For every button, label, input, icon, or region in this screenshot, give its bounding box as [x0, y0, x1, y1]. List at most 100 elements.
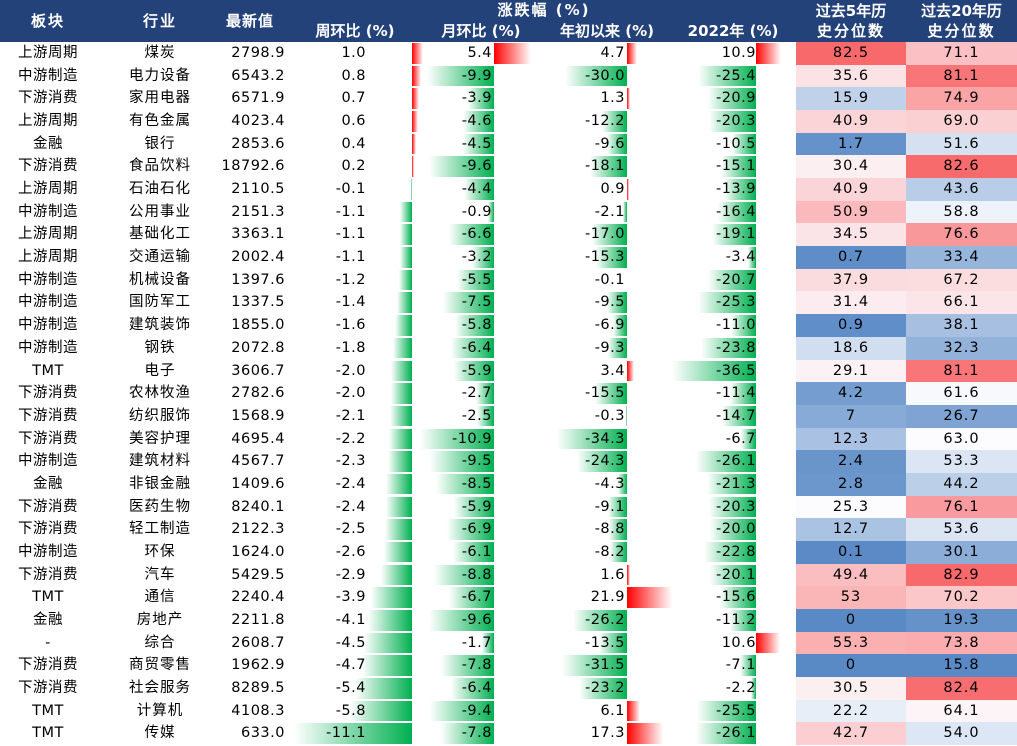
- table-row: 金融 非银金融 1409.6 -2.4 -8.5 -4.3 -21.3 2.8 44.2: [0, 472, 1017, 496]
- sector-cell: 上游周期: [18, 113, 78, 130]
- header-pct20-line2: 史分位数: [927, 22, 996, 40]
- monthly-change-value: -6.4: [461, 339, 492, 356]
- pct5-percentile-cell: 7: [796, 404, 906, 428]
- pct5-percentile-cell: 30.4: [796, 155, 906, 179]
- weekly-change-bar: [412, 133, 417, 155]
- latest-value-cell: 1962.9: [231, 657, 285, 674]
- ytd-change-bar: [608, 496, 627, 518]
- y2022-change-value: -11.0: [715, 317, 756, 334]
- ytd-change-value: 0.9: [600, 181, 625, 198]
- weekly-change-bar: [410, 179, 412, 200]
- pct5-percentile-cell: 0: [796, 609, 906, 632]
- y2022-change-value: -20.1: [715, 566, 756, 583]
- table-row: 下游消费 农林牧渔 2782.6 -2.0 -2.7 -15.5 -11.4 4.2 61.6: [0, 382, 1017, 405]
- weekly-change-bar: [392, 337, 412, 359]
- y2022-change-value: -25.4: [715, 67, 756, 84]
- monthly-change-value: -9.4: [461, 702, 492, 719]
- y2022-change-bar: [709, 111, 756, 132]
- pct20-percentile-cell: 44.2: [906, 472, 1017, 496]
- ytd-change-value: -18.1: [584, 158, 625, 175]
- ytd-change-value: 6.1: [600, 702, 625, 719]
- pct20-percentile-cell: 33.4: [906, 246, 1017, 269]
- sector-cell: 中游制造: [18, 543, 78, 560]
- monthly-change-value: -8.8: [461, 566, 492, 583]
- y2022-change-bar: [720, 587, 756, 608]
- header-pct20-line1: 过去20年历: [921, 2, 1002, 20]
- monthly-change-bar: [463, 133, 494, 155]
- pct20-percentile-cell: 76.6: [906, 223, 1017, 247]
- ytd-change-value: -17.0: [584, 226, 625, 243]
- y2022-change-bar: [697, 700, 756, 722]
- weekly-change-value: -2.3: [335, 453, 366, 470]
- latest-value-cell: 1409.6: [231, 475, 285, 492]
- monthly-change-bar: [494, 43, 531, 64]
- latest-value-cell: 6571.9: [231, 90, 285, 107]
- ytd-change-bar: [627, 700, 640, 722]
- weekly-change-bar: [389, 405, 412, 427]
- weekly-change-value: -5.4: [335, 680, 366, 697]
- table-row: TMT 通信 2240.4 -3.9 -6.7 21.9 -15.6 53 70.2: [0, 586, 1017, 609]
- table-row: - 综合 2608.7 -4.5 -1.7 -13.5 10.6 55.3 73.8: [0, 631, 1017, 655]
- pct20-percentile-cell: 43.6: [906, 178, 1017, 201]
- y2022-change-bar: [729, 383, 756, 404]
- latest-value-cell: 2110.5: [231, 181, 285, 198]
- pct20-percentile-cell: 71.1: [906, 42, 1017, 65]
- y2022-change-value: -15.1: [715, 158, 756, 175]
- ytd-change-bar: [610, 541, 627, 563]
- table-row: 中游制造 公用事业 2151.3 -1.1 -0.9 -2.1 -16.4 50.9 58.8: [0, 200, 1017, 224]
- pct5-percentile-cell: 12.7: [796, 518, 906, 541]
- latest-value-cell: 1337.5: [231, 294, 285, 311]
- monthly-change-bar: [475, 383, 494, 404]
- ytd-change-value: -23.2: [584, 680, 625, 697]
- y2022-change-bar: [724, 179, 756, 200]
- ytd-change-bar: [627, 564, 631, 586]
- ytd-change-value: -0.3: [594, 407, 625, 424]
- weekly-change-bar: [412, 111, 419, 132]
- y2022-change-bar: [672, 360, 756, 382]
- table-row: 上游周期 煤炭 2798.9 1.0 5.4 4.7 10.9 82.5 71.1: [0, 42, 1017, 65]
- pct20-percentile-cell: 69.0: [906, 110, 1017, 133]
- y2022-change-bar: [730, 610, 756, 631]
- y2022-change-value: -11.2: [715, 612, 756, 628]
- weekly-change-value: -1.1: [335, 203, 366, 220]
- ytd-change-bar: [627, 587, 672, 608]
- monthly-change-bar: [420, 428, 494, 450]
- weekly-change-bar: [381, 564, 412, 586]
- table-row: 中游制造 机械设备 1397.6 -1.2 -5.5 -0.1 -20.7 37.9 67.2: [0, 268, 1017, 292]
- pct20-percentile-cell: 58.8: [906, 200, 1017, 224]
- ytd-change-value: -15.3: [584, 249, 625, 266]
- ytd-change-bar: [627, 360, 634, 382]
- ytd-change-bar: [607, 133, 627, 155]
- pct5-percentile-cell: 31.4: [796, 291, 906, 315]
- latest-value-cell: 3363.1: [231, 226, 285, 243]
- y2022-change-bar: [708, 269, 756, 291]
- sector-cell: 中游制造: [18, 317, 78, 334]
- header-pct5-line1: 过去5年历: [815, 2, 887, 20]
- monthly-change-bar: [454, 315, 494, 336]
- y2022-change-bar: [695, 723, 756, 744]
- industry-cell: 非银金融: [129, 475, 191, 492]
- industry-cell: 公用事业: [129, 203, 191, 220]
- y2022-change-value: -20.3: [715, 498, 756, 515]
- table-row: TMT 传媒 633.0 -11.1 -7.8 17.3 -26.1 42.7 54.0: [0, 722, 1017, 746]
- weekly-change-value: -2.9: [335, 566, 366, 583]
- industry-cell: 社会服务: [129, 680, 191, 697]
- ytd-change-bar: [607, 337, 627, 359]
- ytd-change-bar: [599, 632, 627, 654]
- pct5-percentile-cell: 0.9: [796, 314, 906, 337]
- ytd-change-bar: [618, 473, 627, 495]
- latest-value-cell: 8289.5: [231, 680, 285, 697]
- industry-cell: 建筑材料: [129, 453, 191, 470]
- industry-cell: 基础化工: [129, 226, 191, 243]
- ytd-change-bar: [573, 610, 627, 631]
- weekly-change-bar: [412, 88, 420, 109]
- pct20-percentile-cell: 61.6: [906, 382, 1017, 405]
- monthly-change-bar: [452, 541, 494, 563]
- sector-cell: 下游消费: [18, 521, 78, 538]
- industry-cell: 国防军工: [129, 294, 191, 311]
- ytd-change-value: -2.1: [594, 203, 625, 220]
- monthly-change-value: -9.5: [461, 453, 492, 470]
- monthly-change-value: -9.9: [461, 67, 492, 84]
- industry-cell: 石油石化: [129, 181, 191, 198]
- monthly-change-bar: [462, 111, 494, 132]
